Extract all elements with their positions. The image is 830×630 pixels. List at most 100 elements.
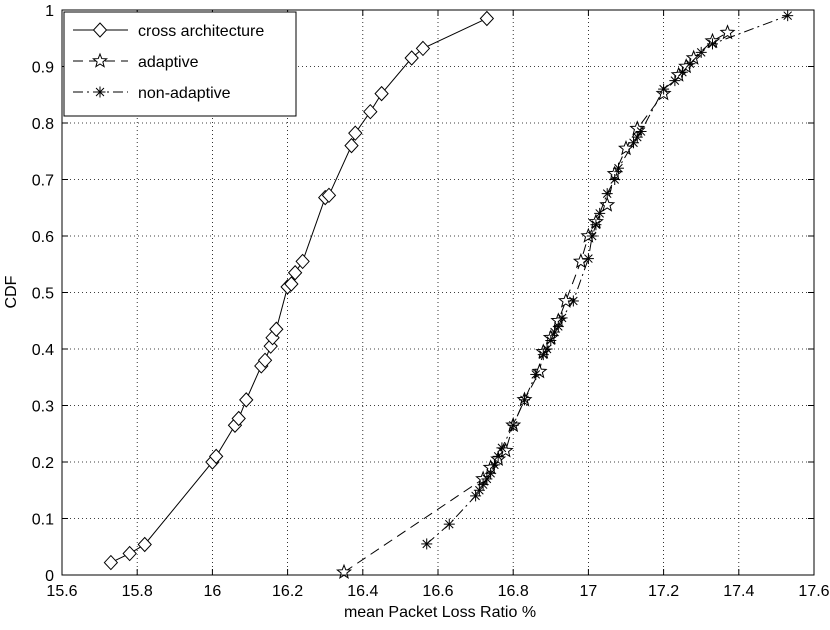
grid-lines: [62, 10, 814, 575]
legend-label: adaptive: [138, 54, 199, 71]
y-tick-label: 0.5: [32, 286, 54, 303]
data-point-asterisk: [473, 484, 485, 496]
data-point-diamond: [231, 410, 246, 427]
data-point-diamond: [269, 321, 284, 337]
x-tick-label: 16.4: [347, 583, 378, 600]
data-point-diamond: [479, 10, 495, 27]
data-point-diamond: [344, 137, 359, 154]
data-point-diamond: [363, 103, 378, 120]
data-point-diamond: [137, 536, 152, 553]
x-tick-label: 16.6: [422, 583, 453, 600]
y-tick-label: 0.9: [32, 60, 54, 77]
x-tick-label: 17.2: [648, 583, 679, 600]
x-tick-label: 16: [204, 583, 222, 600]
data-point-asterisk: [470, 490, 482, 502]
data-point-asterisk: [421, 538, 433, 550]
data-point-asterisk: [556, 312, 568, 324]
x-tick-label: 17.4: [723, 583, 754, 600]
data-point-asterisk: [594, 207, 606, 219]
data-point-star: [719, 24, 736, 40]
data-point-diamond: [103, 554, 119, 571]
data-point-diamond: [415, 40, 431, 57]
data-point-star: [599, 196, 616, 212]
data-point-asterisk: [782, 10, 794, 22]
data-point-diamond: [295, 253, 310, 270]
series-non-adaptive: [421, 10, 794, 550]
data-point-asterisk: [586, 230, 598, 242]
data-point-diamond: [287, 264, 303, 281]
y-tick-label: 0.3: [32, 399, 54, 416]
data-point-star: [618, 140, 634, 156]
data-point-asterisk: [635, 125, 647, 137]
y-tick-label: 0.4: [32, 342, 54, 359]
x-axis-label: mean Packet Loss Ratio %: [344, 604, 536, 621]
data-point-asterisk: [530, 368, 542, 380]
legend-item: adaptive: [73, 52, 199, 71]
data-point-asterisk: [477, 479, 489, 491]
y-tick-label: 0.7: [32, 173, 54, 190]
y-tick-label: 0.1: [32, 512, 54, 529]
data-point-asterisk: [567, 295, 579, 307]
x-tick-label: 17: [580, 583, 598, 600]
data-point-asterisk: [609, 174, 621, 185]
data-point-asterisk: [537, 349, 549, 361]
data-point-asterisk: [706, 38, 718, 50]
y-axis-label: CDF: [3, 275, 20, 308]
data-point-diamond: [208, 448, 224, 465]
legend-item: non-adaptive: [73, 85, 231, 102]
data-point-asterisk: [545, 335, 557, 347]
x-tick-label: 15.8: [122, 583, 153, 600]
data-point-asterisk: [612, 162, 624, 174]
data-point-asterisk: [485, 467, 497, 479]
data-point-diamond: [348, 125, 363, 141]
data-point-asterisk: [669, 75, 681, 87]
x-tick-label: 17.6: [798, 583, 829, 600]
data-point-diamond: [257, 352, 273, 369]
data-point-asterisk: [549, 326, 561, 338]
legend-label: cross architecture: [138, 23, 264, 40]
axis-ticks: 15.6 15.8 16 16.2 16.4 16.6 16.8 17 17.2 17.4 17.6…: [32, 3, 830, 600]
legend: cross architecture adaptive non-adaptive: [63, 11, 297, 117]
data-point-asterisk: [684, 58, 696, 70]
data-point-asterisk: [518, 394, 530, 406]
legend-marker-diamond: [92, 22, 108, 38]
data-point-diamond: [404, 50, 419, 66]
data-point-asterisk: [496, 442, 508, 454]
data-point-asterisk: [507, 419, 519, 431]
x-tick-label: 16.8: [498, 583, 529, 600]
data-point-diamond: [284, 276, 299, 292]
y-tick-label: 0.2: [32, 455, 54, 472]
data-point-asterisk: [541, 343, 553, 355]
data-point-asterisk: [481, 473, 493, 485]
series-layer: [103, 10, 794, 579]
data-point-asterisk: [601, 188, 613, 200]
data-point-asterisk: [443, 518, 455, 530]
legend-item: cross architecture: [73, 22, 264, 40]
data-point-diamond: [374, 85, 389, 102]
y-tick-label: 0: [45, 568, 54, 585]
y-tick-label: 0.6: [32, 229, 54, 246]
data-point-star: [685, 49, 702, 65]
data-point-asterisk: [631, 131, 643, 143]
data-point-asterisk: [628, 137, 640, 149]
y-tick-label: 0.8: [32, 116, 54, 133]
data-point-diamond: [321, 187, 337, 204]
legend-marker-star: [92, 52, 108, 68]
data-point-asterisk: [488, 459, 500, 471]
x-tick-label: 16.2: [272, 583, 303, 600]
y-tick-label: 1: [45, 3, 54, 20]
data-point-asterisk: [658, 83, 670, 95]
data-point-asterisk: [590, 219, 602, 231]
data-point-asterisk: [695, 46, 707, 58]
legend-marker-asterisk: [94, 86, 106, 98]
data-point-asterisk: [676, 66, 688, 78]
data-point-star: [572, 253, 589, 269]
x-tick-label: 15.6: [46, 583, 77, 600]
data-point-diamond: [122, 545, 137, 562]
data-point-star: [580, 227, 597, 243]
data-point-asterisk: [492, 450, 504, 462]
data-point-diamond: [239, 392, 254, 408]
series-cross-architecture: [103, 10, 495, 571]
